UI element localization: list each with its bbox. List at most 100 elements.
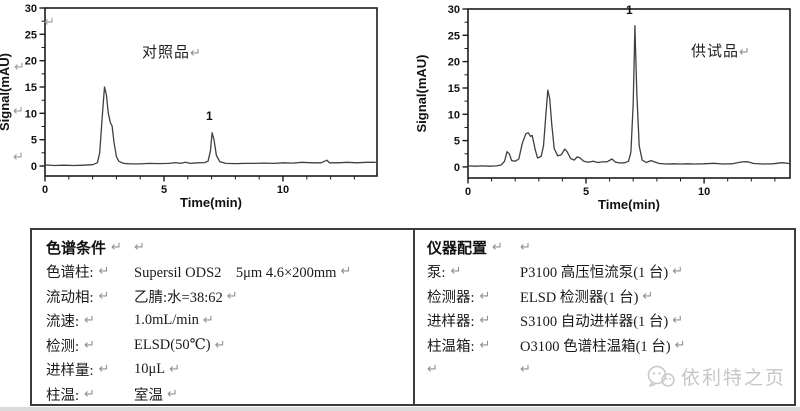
- table-row: 柱温: ↵ 室温 ↵: [46, 382, 413, 407]
- return-mark: ↵: [226, 288, 238, 304]
- chromatogram-test: 0 5 10 15 20 25 30 0 5 10 Time(min) Signal(mAU) 供试品…: [400, 0, 800, 224]
- return-mark: ↵: [169, 362, 181, 378]
- row-label: 柱温箱:: [427, 338, 475, 355]
- table-row: 进样量: ↵ 10μL ↵: [46, 358, 413, 383]
- svg-text:0: 0: [465, 186, 471, 198]
- row-label: 流动相:: [46, 289, 94, 306]
- return-mark: ↵: [84, 386, 95, 402]
- return-mark: ↵: [340, 264, 352, 280]
- table-header-row: 色谱条件 ↵ ↵: [46, 235, 413, 260]
- row-value: 乙腈:水=38:62: [134, 289, 223, 306]
- svg-text:15: 15: [448, 83, 460, 95]
- table-header-row: 仪器配置 ↵ ↵: [427, 235, 794, 260]
- return-mark: ↵: [98, 288, 110, 304]
- table-row: 流速: ↵ 1.0mL/min ↵: [46, 309, 413, 334]
- return-mark: ↵: [111, 239, 122, 255]
- svg-text:15: 15: [25, 82, 37, 94]
- svg-text:Time(min): Time(min): [598, 197, 660, 212]
- svg-text:20: 20: [25, 56, 37, 68]
- row-label: 柱温:: [46, 387, 80, 404]
- svg-text:25: 25: [25, 29, 37, 41]
- svg-text:30: 30: [448, 4, 460, 16]
- return-mark: ↵: [492, 239, 503, 255]
- svg-text:20: 20: [448, 57, 460, 69]
- chromatographic-conditions-cell: 色谱条件 ↵ ↵ 色谱柱: ↵ Supersil ODS2 5μm 4.6×200m…: [32, 230, 415, 404]
- svg-text:0: 0: [31, 161, 37, 173]
- peak-1-label: 1: [626, 3, 633, 17]
- row-label: 进样器:: [427, 314, 475, 331]
- return-mark: ↵: [190, 46, 202, 61]
- svg-text:10: 10: [277, 184, 289, 196]
- row-value: ELSD(50℃): [134, 336, 211, 353]
- watermark: 依利特之页: [646, 363, 786, 390]
- chromatogram-test-plot: 0 5 10 15 20 25 30 0 5 10 Time(min) Signal(mAU): [414, 4, 791, 212]
- row-label: 进样量:: [46, 363, 94, 380]
- return-mark: ↵: [14, 60, 25, 75]
- svg-text:5: 5: [31, 135, 37, 147]
- row-value: 室温: [134, 387, 163, 404]
- row-value: P3100 高压恒流泵(1 台): [520, 265, 669, 282]
- chromatogram-reference-plot: 0 5 10 15 20 25 30 0 5 10 Time(min) Signal(mAU): [0, 3, 378, 210]
- return-mark: ↵: [44, 15, 55, 30]
- row-label: 检测器:: [427, 289, 475, 306]
- return-mark: ↵: [167, 386, 178, 402]
- svg-text:Signal(mAU): Signal(mAU): [414, 55, 429, 133]
- return-mark: ↵: [98, 362, 110, 378]
- return-mark: ↵: [214, 337, 226, 353]
- svg-text:0: 0: [454, 162, 460, 174]
- row-label: 流速:: [46, 314, 80, 331]
- row-label: 泵:: [427, 265, 446, 282]
- return-mark: ↵: [13, 104, 24, 119]
- return-mark: ↵: [427, 362, 438, 378]
- svg-text:10: 10: [448, 109, 460, 121]
- watermark-text: 依利特之页: [680, 368, 786, 389]
- sample-label-text: 供试品: [691, 44, 740, 60]
- peak-1-label: 1: [206, 109, 213, 123]
- return-mark: ↵: [202, 313, 214, 329]
- sample-label-test: 供试品↵: [691, 40, 751, 61]
- page-bottom-strip: [0, 407, 800, 411]
- sample-label-text: 对照品: [142, 45, 191, 61]
- svg-text:10: 10: [25, 108, 37, 120]
- row-label: 色谱柱:: [46, 265, 94, 282]
- return-mark: ↵: [479, 313, 491, 329]
- conditions-table: 色谱条件 ↵ ↵ 色谱柱: ↵ Supersil ODS2 5μm 4.6×200m…: [30, 228, 796, 406]
- table-row: 检测器: ↵ ELSD 检测器(1 台) ↵: [427, 284, 794, 309]
- svg-text:Time(min): Time(min): [180, 195, 242, 210]
- svg-text:5: 5: [161, 184, 167, 196]
- table-row: 色谱柱: ↵ Supersil ODS2 5μm 4.6×200mm ↵: [46, 260, 413, 285]
- return-mark: ↵: [134, 239, 145, 255]
- return-mark: ↵: [520, 362, 531, 378]
- return-mark: ↵: [479, 288, 491, 304]
- row-value: Supersil ODS2 5μm 4.6×200mm: [134, 265, 337, 282]
- return-mark: ↵: [13, 150, 24, 165]
- row-value: S3100 自动进样器(1 台): [520, 314, 669, 331]
- return-mark: ↵: [739, 45, 751, 60]
- return-mark: ↵: [84, 337, 95, 353]
- return-mark: ↵: [672, 313, 684, 329]
- row-value: ELSD 检测器(1 台): [520, 289, 639, 306]
- table-row: 进样器: ↵ S3100 自动进样器(1 台) ↵: [427, 309, 794, 334]
- return-mark: ↵: [672, 264, 684, 280]
- svg-text:5: 5: [583, 186, 589, 198]
- chromatogram-reference: 0 5 10 15 20 25 30 0 5 10 Time(min) Signal(mAU) 对照品…: [0, 0, 400, 224]
- return-mark: ↵: [84, 313, 95, 329]
- return-mark: ↵: [520, 239, 531, 255]
- row-value: 1.0mL/min: [134, 312, 199, 329]
- row-value: 10μL: [134, 361, 166, 378]
- svg-text:30: 30: [25, 3, 37, 15]
- return-mark: ↵: [450, 264, 462, 280]
- chat-bubbles-logo-icon: [647, 365, 675, 387]
- return-mark: ↵: [98, 264, 110, 280]
- svg-text:Signal(mAU): Signal(mAU): [0, 53, 12, 131]
- svg-text:10: 10: [698, 186, 710, 198]
- svg-text:0: 0: [42, 184, 48, 196]
- section-title: 仪器配置: [427, 240, 488, 257]
- row-value: O3100 色谱柱温箱(1 台): [520, 338, 671, 355]
- table-row: 泵: ↵ P3100 高压恒流泵(1 台) ↵: [427, 260, 794, 285]
- instrument-configuration-cell: 仪器配置 ↵ ↵ 泵: ↵ P3100 高压恒流泵(1 台) ↵ 检测器: ↵ ELSD…: [415, 230, 794, 404]
- row-label: 检测:: [46, 338, 80, 355]
- section-title: 色谱条件: [46, 240, 107, 257]
- return-mark: ↵: [479, 337, 491, 353]
